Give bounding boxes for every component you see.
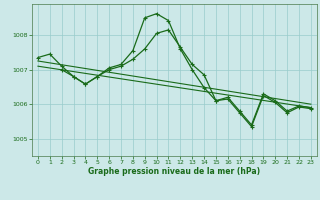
X-axis label: Graphe pression niveau de la mer (hPa): Graphe pression niveau de la mer (hPa)	[88, 167, 260, 176]
